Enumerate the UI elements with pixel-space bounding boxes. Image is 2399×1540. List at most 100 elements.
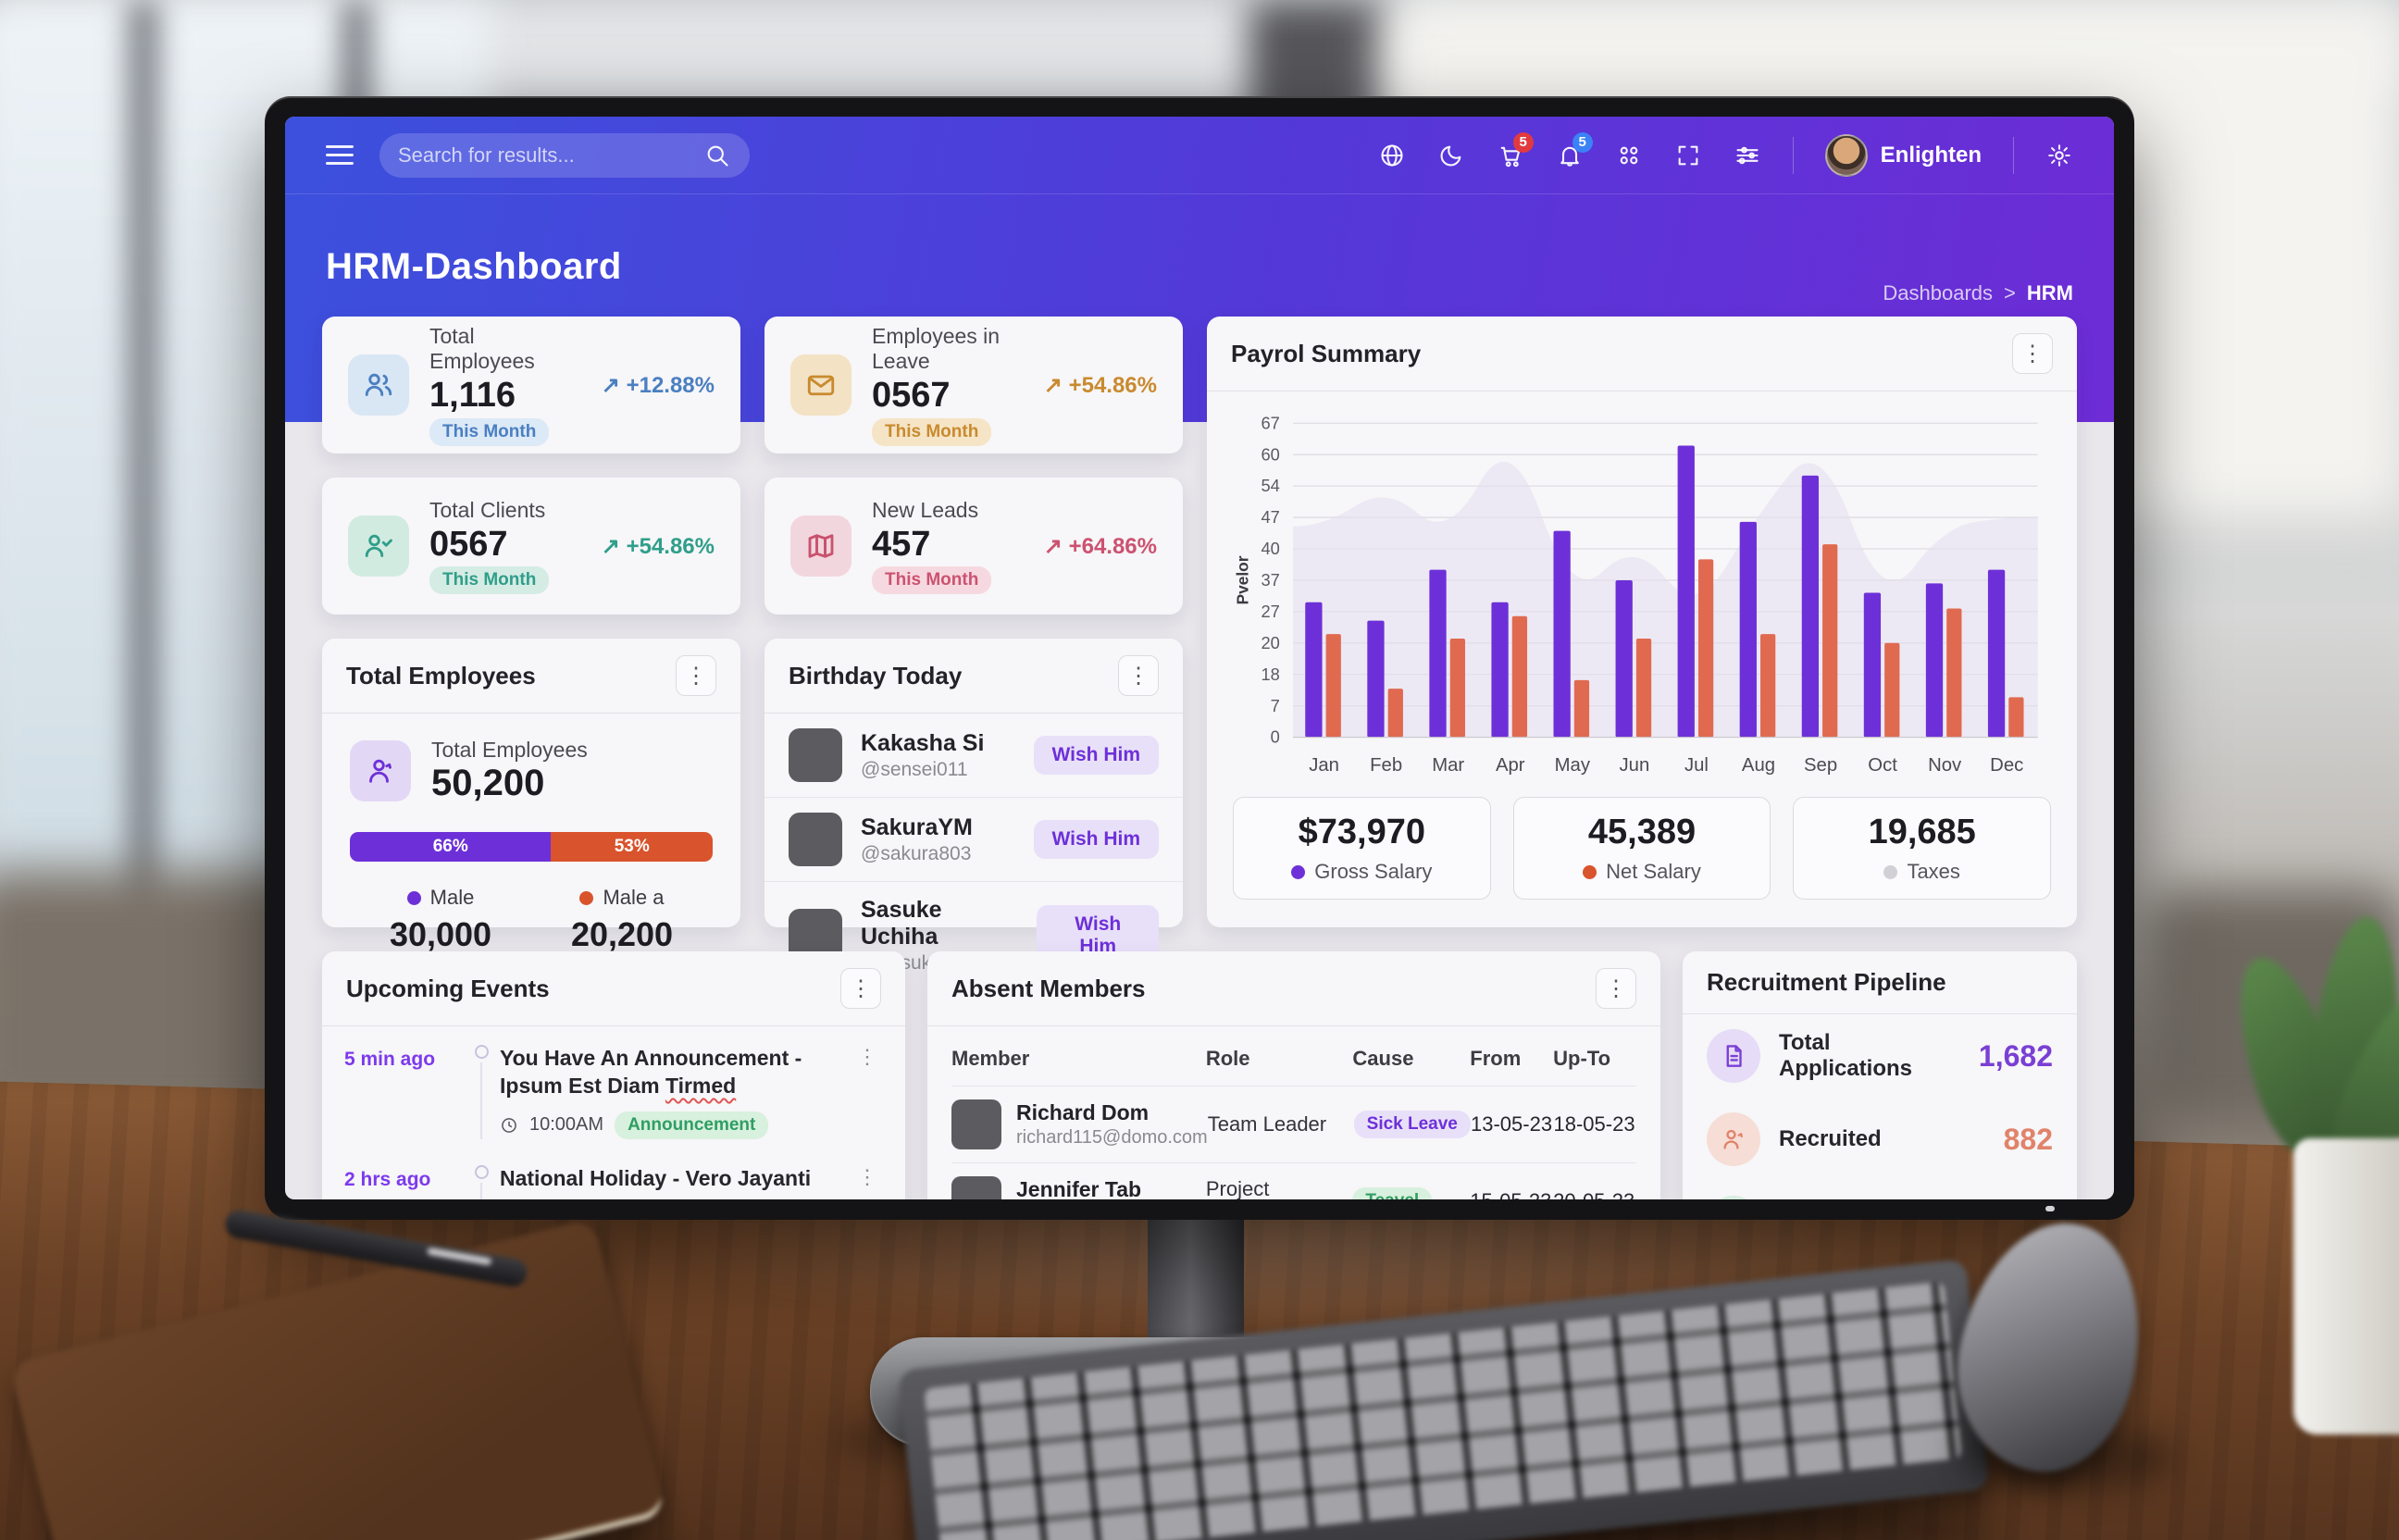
clock-icon bbox=[502, 1117, 516, 1133]
avatar bbox=[951, 1176, 1001, 1199]
female-legend-label: Male a bbox=[579, 886, 665, 910]
birthday-person-name: Kakasha Si bbox=[861, 729, 985, 756]
total-employees-menu-button[interactable]: ⋮ bbox=[676, 655, 716, 696]
svg-text:60: 60 bbox=[1261, 444, 1279, 464]
events-menu-button[interactable]: ⋮ bbox=[840, 968, 881, 1009]
svg-text:Aug: Aug bbox=[1742, 755, 1775, 776]
svg-text:37: 37 bbox=[1261, 570, 1279, 590]
payroll-menu-button[interactable]: ⋮ bbox=[2012, 333, 2053, 374]
male-dot bbox=[406, 890, 421, 905]
birthday-menu-button[interactable]: ⋮ bbox=[1118, 655, 1159, 696]
event-type-badge: Announcement bbox=[615, 1111, 769, 1139]
payroll-body: 0 7 18 20 27 37 40 47 54 60 67 Pvelor Jan Feb Mar Apr Ma… bbox=[1207, 391, 2077, 927]
wish-him-button[interactable]: Wish Him bbox=[1033, 736, 1159, 775]
employees-total-label: Total Employees bbox=[431, 738, 588, 762]
event-item-menu-button[interactable]: ⋮ bbox=[857, 1164, 877, 1188]
upcoming-events-card: Upcoming Events ⋮ 5 min ago You Have An … bbox=[322, 951, 905, 1199]
payroll-card-title: Payrol Summary bbox=[1231, 339, 1422, 367]
event-time: 5 min ago bbox=[344, 1049, 436, 1070]
payroll-bar-chart: 0 7 18 20 27 37 40 47 54 60 67 Pvelor Jan Feb Mar Apr Ma… bbox=[1233, 413, 2038, 776]
stat-value: 457 bbox=[872, 524, 931, 564]
recruitment-value: 1,682 bbox=[1978, 1038, 2053, 1073]
svg-text:7: 7 bbox=[1271, 696, 1280, 715]
breadcrumb-root[interactable]: Dashboards bbox=[1883, 281, 1994, 304]
svg-text:0: 0 bbox=[1271, 727, 1280, 747]
apps-grid-icon[interactable] bbox=[1615, 142, 1643, 169]
search-bar[interactable] bbox=[379, 132, 750, 178]
svg-text:Sep: Sep bbox=[1804, 755, 1837, 776]
language-globe-icon[interactable] bbox=[1378, 142, 1406, 169]
plant-pot bbox=[2293, 1138, 2399, 1434]
avatar bbox=[951, 1099, 1001, 1149]
stat-label: New Leads bbox=[872, 497, 979, 522]
wish-him-button[interactable]: Wish Him bbox=[1033, 820, 1159, 859]
avatar bbox=[789, 813, 842, 866]
svg-text:Jul: Jul bbox=[1684, 755, 1709, 776]
dashboard-content: Total Employees 1,116 This Month ↗ +12.8… bbox=[285, 317, 2114, 1199]
filter-sliders-icon[interactable] bbox=[1734, 142, 1761, 169]
stat-value: 0567 bbox=[872, 376, 951, 416]
settings-gear-icon[interactable] bbox=[2045, 142, 2073, 169]
table-row: Jennifer Tab jenny255@domo.com Project M… bbox=[951, 1162, 1636, 1199]
birthday-person-name: SakuraYM bbox=[861, 813, 973, 840]
gender-progress-bar: 66% 53% bbox=[350, 832, 713, 862]
menu-toggle-icon[interactable] bbox=[326, 145, 354, 165]
net-salary-box: 45,389 Net Salary bbox=[1512, 797, 1771, 900]
event-item-menu-button[interactable]: ⋮ bbox=[857, 1045, 877, 1068]
fullscreen-icon[interactable] bbox=[1674, 142, 1702, 169]
topbar-divider bbox=[1792, 136, 1794, 174]
payroll-stats: $73,970 Gross Salary 45,389 Net Salary 1… bbox=[1233, 797, 2052, 900]
notification-count-badge: 5 bbox=[1572, 131, 1593, 153]
payroll-card-header: Payrol Summary ⋮ bbox=[1207, 317, 2077, 391]
svg-text:18: 18 bbox=[1261, 664, 1279, 684]
cart-icon[interactable]: 5 bbox=[1497, 131, 1534, 169]
user-menu[interactable]: Enlighten bbox=[1824, 133, 1982, 177]
user-avatar bbox=[1824, 133, 1868, 177]
gross-salary-box: $73,970 Gross Salary bbox=[1233, 797, 1491, 900]
from-date: 15-05-23 bbox=[1470, 1189, 1553, 1199]
payroll-summary-card: Payrol Summary ⋮ 0 7 18 20 27 37 40 47 54 60 67 Pve… bbox=[1207, 317, 2077, 927]
stat-period-badge: This Month bbox=[872, 566, 992, 595]
stat-delta: ↗ +54.86% bbox=[1043, 372, 1157, 398]
upto-date: 18-05-23 bbox=[1553, 1112, 1635, 1136]
svg-text:Oct: Oct bbox=[1868, 755, 1897, 776]
search-input[interactable] bbox=[398, 143, 692, 168]
stat-delta: ↗ +12.88% bbox=[601, 372, 715, 398]
cause-badge: Sick Leave bbox=[1353, 1111, 1471, 1138]
timeline-line bbox=[480, 1062, 482, 1139]
shortlist-document-icon bbox=[1707, 1196, 1760, 1199]
page-title: HRM-Dashboard bbox=[326, 246, 622, 287]
absent-table-header: Member Role Cause From Up-To bbox=[951, 1032, 1636, 1086]
gross-salary-dot bbox=[1291, 864, 1306, 879]
event-flagged-word: Tirmed bbox=[665, 1073, 737, 1098]
timeline-rail bbox=[463, 1164, 500, 1199]
absent-card-title: Absent Members bbox=[951, 974, 1146, 1002]
stat-delta: ↗ +54.86% bbox=[601, 533, 715, 559]
total-employees-body: Total Employees 50,200 66% 53% Male bbox=[322, 714, 740, 978]
recruitment-label: Total Applications bbox=[1779, 1030, 1913, 1081]
topbar: 5 5 bbox=[285, 117, 2114, 194]
map-icon bbox=[790, 515, 851, 577]
recruitment-card-header: Recruitment Pipeline bbox=[1683, 951, 2077, 1014]
event-item: 5 min ago You Have An Announcement - Ips… bbox=[322, 1026, 905, 1147]
gender-legend: Male 30,000 Male a 20,200 bbox=[350, 886, 713, 954]
timeline-rail bbox=[463, 1045, 500, 1139]
svg-text:Feb: Feb bbox=[1370, 755, 1402, 776]
absent-menu-button[interactable]: ⋮ bbox=[1596, 968, 1636, 1009]
users-icon bbox=[348, 354, 409, 416]
user-check-icon bbox=[348, 515, 409, 577]
column-header-cause: Cause bbox=[1352, 1047, 1414, 1070]
recruitment-row: Short Listed 582 bbox=[1683, 1181, 2077, 1199]
dark-mode-moon-icon[interactable] bbox=[1437, 142, 1465, 169]
male-count: 30,000 bbox=[389, 915, 492, 953]
page-header: HRM-Dashboard bbox=[326, 246, 622, 288]
recruitment-label: Recruited bbox=[1779, 1126, 1882, 1151]
column-header-upto: Up-To bbox=[1553, 1047, 1611, 1070]
stat-label: Total Clients bbox=[429, 497, 546, 522]
taxes-value: 19,685 bbox=[1868, 813, 1976, 852]
member-email: richard115@domo.com bbox=[1016, 1127, 1208, 1148]
search-icon[interactable] bbox=[703, 142, 731, 169]
employees-total-value: 50,200 bbox=[431, 763, 545, 803]
notifications-bell-icon[interactable]: 5 bbox=[1556, 131, 1593, 169]
taxes-label: Taxes bbox=[1883, 860, 1960, 884]
